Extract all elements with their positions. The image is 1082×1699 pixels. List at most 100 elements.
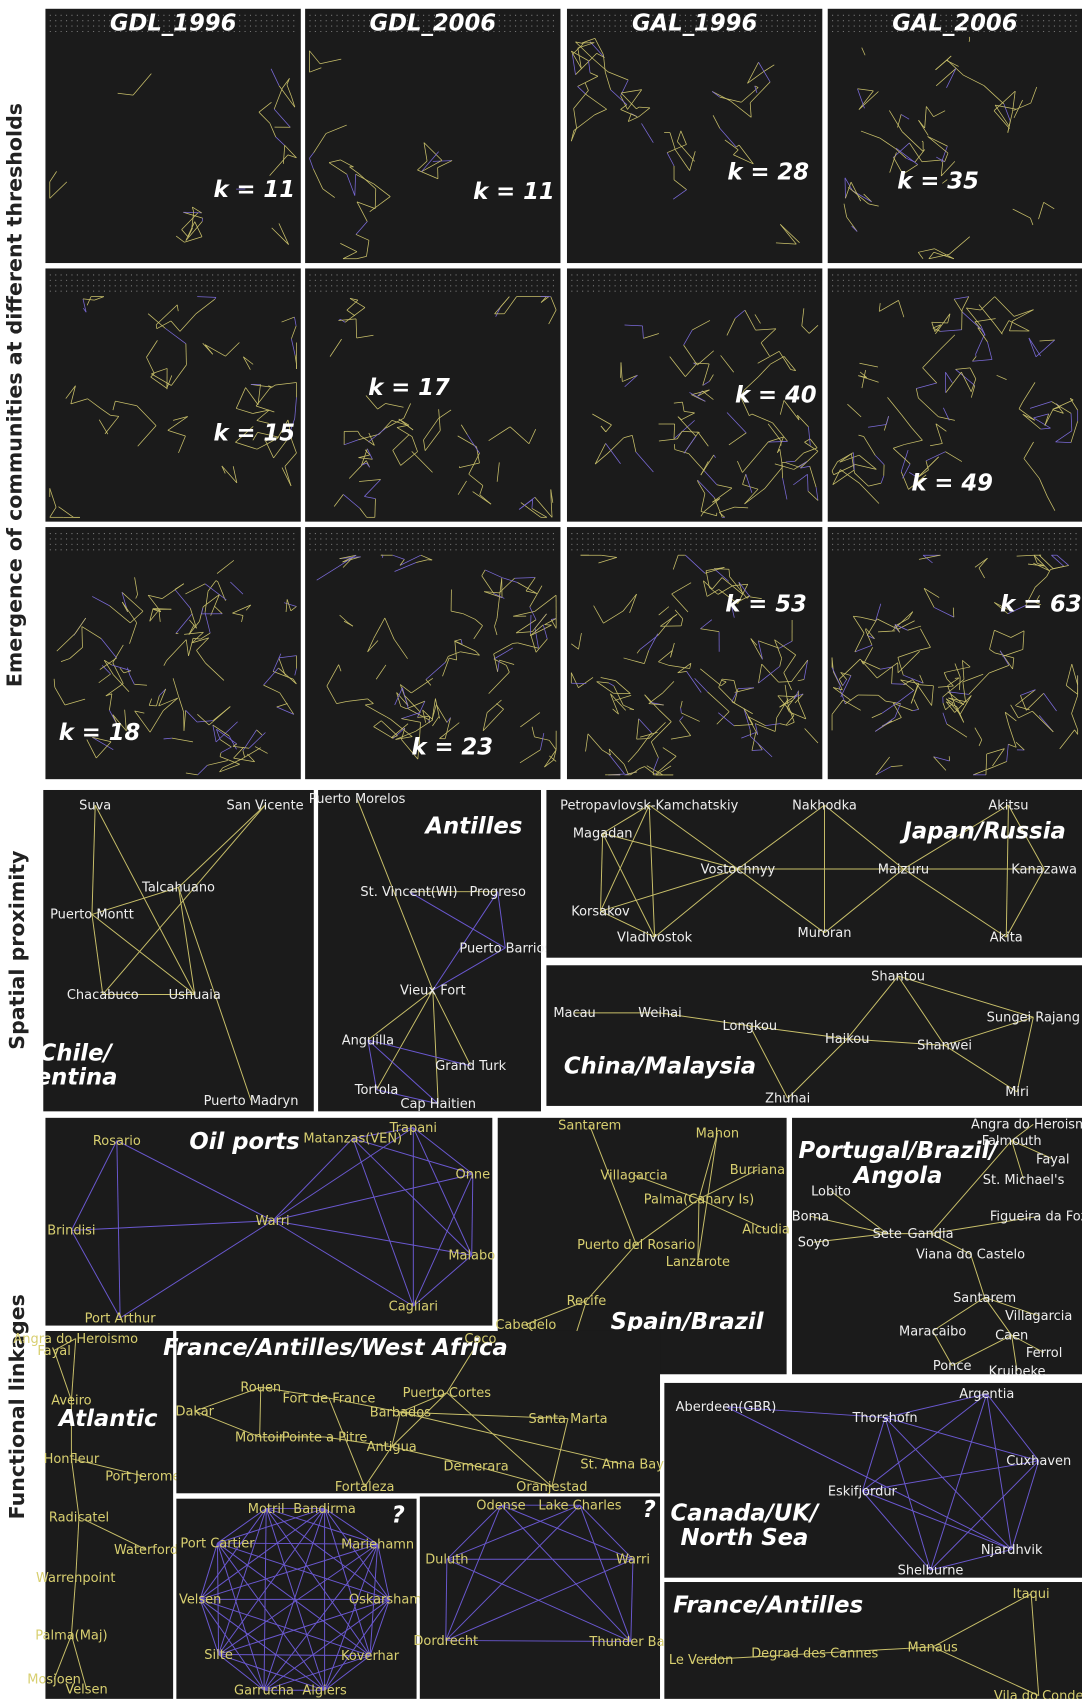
edge: [1011, 1140, 1025, 1180]
edge: [1012, 657, 1015, 669]
port-label: Puerto del Rosario: [577, 1238, 695, 1253]
edge: [719, 128, 737, 148]
edge: [82, 298, 95, 301]
edge: [400, 684, 412, 694]
edge: [369, 1599, 390, 1656]
port-label: Angra do Heroismo: [13, 1332, 138, 1347]
edge: [374, 188, 377, 209]
edge: [495, 306, 501, 317]
edge: [340, 318, 346, 323]
edge: [807, 490, 819, 501]
edge: [364, 1446, 393, 1488]
edge: [894, 624, 900, 633]
edge: [673, 189, 687, 200]
edge: [918, 687, 932, 706]
edge: [153, 609, 161, 613]
edge: [185, 343, 187, 365]
edge: [166, 375, 173, 389]
port-label: Santarem: [558, 1119, 621, 1134]
edge: [123, 670, 132, 674]
edge: [1071, 663, 1079, 686]
edge: [150, 376, 168, 389]
edge: [367, 1039, 471, 1067]
edge: [166, 639, 187, 661]
edge: [782, 478, 788, 500]
edge: [454, 640, 457, 661]
edge: [922, 554, 933, 564]
edge: [294, 397, 297, 419]
edge: [888, 110, 903, 132]
edge: [1023, 458, 1040, 479]
edge: [724, 139, 739, 151]
edge: [200, 632, 211, 640]
edge: [392, 554, 405, 560]
edge: [70, 385, 76, 404]
port-label: Rosario: [93, 1134, 141, 1149]
edge: [199, 1508, 325, 1600]
edge: [195, 298, 216, 315]
edge: [994, 104, 1010, 127]
edge: [445, 1559, 448, 1641]
edge: [488, 426, 511, 441]
edge: [230, 581, 244, 595]
edge: [439, 722, 460, 739]
edge: [729, 100, 752, 118]
edge: [935, 313, 951, 335]
edge: [454, 638, 462, 642]
edge: [550, 296, 557, 311]
edge: [411, 451, 433, 473]
edge: [359, 508, 367, 518]
network-drawing: [49, 533, 297, 776]
edge: [1026, 692, 1044, 711]
edge: [985, 753, 988, 775]
edge: [328, 162, 347, 175]
edge: [445, 656, 449, 663]
edge: [130, 610, 144, 624]
edge: [920, 628, 931, 648]
edge: [396, 424, 409, 428]
edge: [373, 617, 386, 639]
edge: [423, 142, 428, 162]
network-panel: [318, 789, 541, 1112]
edge: [840, 672, 847, 680]
edge: [91, 914, 104, 995]
edge: [704, 471, 718, 486]
edge: [948, 697, 968, 703]
edge: [1032, 710, 1054, 733]
edge: [324, 1508, 378, 1545]
edge: [700, 628, 720, 632]
port-label: Coco: [464, 1332, 496, 1347]
edge: [689, 663, 692, 669]
edge: [962, 673, 984, 683]
edge: [163, 697, 179, 711]
edge: [697, 389, 710, 397]
edge: [158, 609, 161, 622]
edge: [529, 624, 544, 637]
edge: [272, 1220, 414, 1307]
edge: [933, 756, 947, 771]
panel: [305, 8, 561, 264]
edge: [813, 1233, 888, 1243]
edge: [573, 90, 589, 109]
network-title: Oil ports: [189, 1129, 299, 1155]
edge: [517, 582, 538, 594]
edge: [700, 511, 717, 517]
edge: [367, 1039, 378, 1090]
edge: [134, 683, 147, 686]
edge: [352, 1138, 473, 1256]
edge: [187, 227, 193, 238]
edge: [87, 398, 101, 409]
edge: [953, 666, 971, 671]
edge: [105, 683, 124, 697]
edge: [830, 1191, 888, 1234]
edge: [624, 374, 638, 388]
edge: [706, 589, 719, 597]
edge: [1011, 1460, 1040, 1550]
edge: [497, 660, 500, 672]
edge: [636, 649, 641, 654]
edge: [589, 1125, 637, 1245]
edge: [460, 651, 480, 656]
side-label: Functional linkages: [5, 1294, 29, 1519]
edge: [987, 341, 993, 360]
edge: [479, 485, 484, 495]
